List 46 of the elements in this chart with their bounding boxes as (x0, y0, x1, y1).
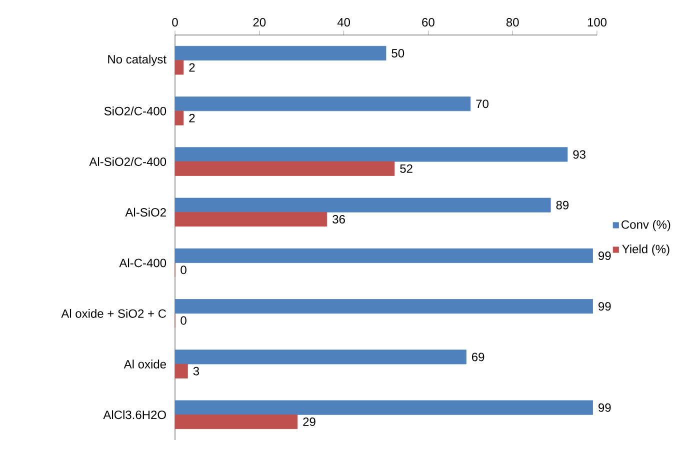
legend-label: Yield (%) (622, 244, 670, 256)
data-label: 0 (180, 316, 186, 325)
data-label: 3 (193, 366, 200, 376)
x-tick-label: 40 (337, 18, 350, 27)
data-label: 0 (180, 266, 186, 274)
x-tick-label: 80 (506, 18, 519, 27)
bar (174, 147, 568, 162)
bar (174, 198, 551, 212)
bar (174, 248, 593, 263)
data-label: 99 (598, 403, 611, 412)
y-tick-label: Al-SiO2/C-400 (89, 157, 166, 166)
bar (174, 60, 184, 75)
bar (174, 350, 466, 364)
x-tick-label: 0 (172, 18, 178, 27)
bar (174, 364, 188, 378)
y-tick-label: SiO2/C-400 (104, 106, 166, 116)
bar (174, 110, 184, 126)
data-label: 50 (392, 48, 404, 58)
bar (174, 96, 471, 112)
data-label: 2 (189, 114, 195, 122)
data-label: 93 (573, 150, 586, 159)
data-label: 2 (189, 63, 195, 72)
bar (174, 414, 298, 430)
bar (174, 161, 395, 176)
bar (174, 299, 593, 314)
x-tick-label: 60 (422, 18, 434, 27)
data-label: 69 (472, 352, 484, 362)
y-tick-label: Al-C-400 (119, 258, 166, 268)
bar (174, 400, 593, 415)
data-label: 99 (598, 251, 611, 260)
y-tick-label: No catalyst (108, 54, 166, 66)
y-tick-label: AlCl3.6H2O (103, 410, 166, 420)
y-tick-label: Al-SiO2 (125, 208, 166, 217)
data-label: 29 (303, 418, 316, 426)
y-tick-label: Al oxide (124, 360, 166, 368)
data-label: 70 (476, 100, 488, 108)
data-label: 52 (400, 164, 412, 173)
legend-label: Conv (%) (622, 220, 670, 232)
bar (174, 46, 386, 61)
bar (174, 212, 328, 227)
x-tick-label: 100 (588, 18, 607, 27)
data-label: 99 (598, 302, 611, 311)
x-tick-label: 20 (253, 18, 266, 27)
data-label: 89 (556, 200, 569, 210)
data-label: 36 (332, 215, 345, 224)
y-tick-label: Al oxide + SiO2 + C (61, 309, 166, 318)
